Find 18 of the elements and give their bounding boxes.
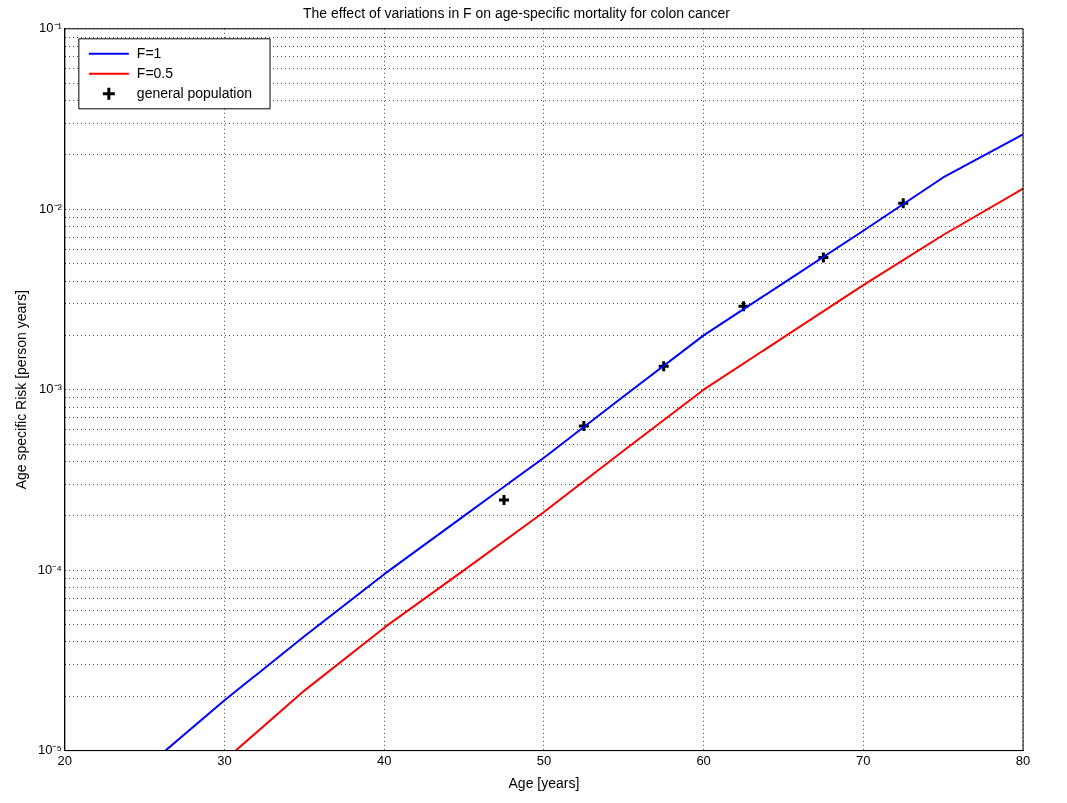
legend-label: F=1 [136, 44, 162, 61]
x-tick-label: 60 [696, 752, 711, 768]
x-tick-label: 20 [57, 752, 73, 768]
y-tick-label: 10⁻² [39, 200, 63, 216]
chart-title: The effect of variations in F on age-specific mortality for colon cancer [303, 5, 731, 22]
legend-label: general population [136, 84, 253, 101]
x-tick-label: 50 [536, 752, 552, 768]
x-axis-title: Age [years] [508, 775, 580, 792]
legend-label: F=0.5 [136, 64, 174, 81]
y-tick-label: 10⁻¹ [39, 20, 63, 36]
y-axis-title: Age specific Risk [person years] [13, 290, 30, 490]
x-tick-label: 80 [1015, 752, 1031, 768]
y-tick-label: 10⁻³ [39, 381, 63, 397]
x-tick-label: 40 [377, 752, 392, 768]
point [497, 493, 511, 507]
x-tick-label: 70 [856, 752, 871, 768]
x-tick-label: 30 [217, 752, 232, 768]
y-tick-label: 10⁻⁴ [37, 561, 62, 577]
